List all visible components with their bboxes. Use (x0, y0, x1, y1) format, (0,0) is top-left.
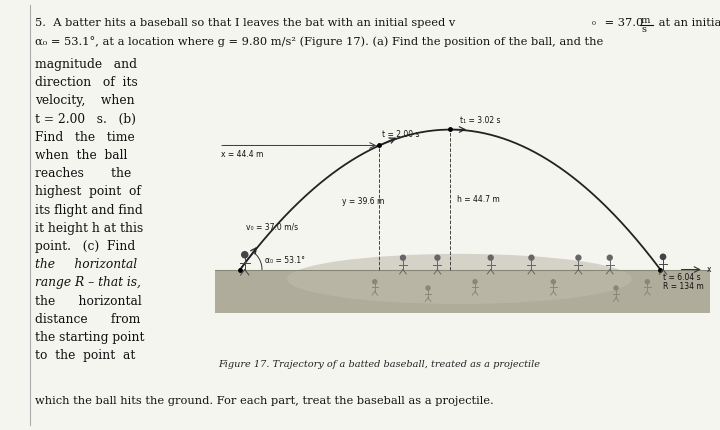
Ellipse shape (287, 254, 631, 304)
Text: s: s (641, 25, 646, 34)
Circle shape (435, 255, 440, 260)
Text: h = 44.7 m: h = 44.7 m (456, 195, 499, 204)
Text: t = 2.00 s: t = 2.00 s (382, 130, 420, 139)
Text: point.   (c)  Find: point. (c) Find (35, 240, 135, 253)
Text: at an initial angle: at an initial angle (655, 18, 720, 28)
Polygon shape (215, 270, 710, 313)
Text: = 37.0: = 37.0 (601, 18, 643, 28)
Text: α₀ = 53.1°: α₀ = 53.1° (265, 255, 305, 264)
Text: velocity,    when: velocity, when (35, 95, 135, 108)
Text: y = 39.6 m: y = 39.6 m (341, 197, 384, 206)
Text: Figure 17. Trajectory of a batted baseball, treated as a projectile: Figure 17. Trajectory of a batted baseba… (218, 360, 540, 369)
Text: the starting point: the starting point (35, 331, 145, 344)
Text: x: x (707, 265, 711, 274)
Text: t = 2.00   s.   (b): t = 2.00 s. (b) (35, 113, 136, 126)
Circle shape (552, 280, 555, 284)
Text: highest  point  of: highest point of (35, 185, 141, 198)
Text: v₀ = 37.0 m/s: v₀ = 37.0 m/s (246, 223, 299, 232)
Text: when  the  ball: when the ball (35, 149, 127, 162)
Circle shape (426, 286, 430, 290)
Circle shape (645, 280, 649, 284)
Text: α₀ = 53.1°, at a location where g = 9.80 m/s² (Figure 17). (a) Find the position: α₀ = 53.1°, at a location where g = 9.80… (35, 36, 603, 47)
Text: x = 44.4 m: x = 44.4 m (221, 150, 264, 159)
Circle shape (660, 254, 665, 259)
Text: t = 6.04 s: t = 6.04 s (663, 273, 701, 282)
Circle shape (529, 255, 534, 260)
Text: the      horizontal: the horizontal (35, 295, 142, 307)
Text: m: m (641, 16, 650, 25)
Text: which the ball hits the ground. For each part, treat the baseball as a projectil: which the ball hits the ground. For each… (35, 396, 494, 406)
Circle shape (242, 252, 248, 258)
Text: it height h at this: it height h at this (35, 222, 143, 235)
Circle shape (488, 255, 493, 260)
Text: to  the  point  at: to the point at (35, 349, 135, 362)
Text: the     horizontal: the horizontal (35, 258, 137, 271)
Circle shape (576, 255, 581, 260)
Text: ₀: ₀ (592, 18, 596, 27)
Circle shape (473, 280, 477, 284)
Text: its flight and find: its flight and find (35, 203, 143, 217)
Text: 5.  A batter hits a baseball so that I leaves the bat with an initial speed v: 5. A batter hits a baseball so that I le… (35, 18, 455, 28)
Circle shape (614, 286, 618, 290)
Circle shape (373, 280, 377, 284)
Text: R = 134 m: R = 134 m (663, 282, 703, 291)
Text: range R – that is,: range R – that is, (35, 276, 141, 289)
Circle shape (607, 255, 612, 260)
Text: Find   the   time: Find the time (35, 131, 135, 144)
Text: reaches       the: reaches the (35, 167, 131, 180)
Text: distance      from: distance from (35, 313, 140, 326)
Circle shape (400, 255, 405, 260)
Text: magnitude   and: magnitude and (35, 58, 137, 71)
Text: t₁ = 3.02 s: t₁ = 3.02 s (459, 116, 500, 125)
Text: direction   of  its: direction of its (35, 76, 138, 89)
